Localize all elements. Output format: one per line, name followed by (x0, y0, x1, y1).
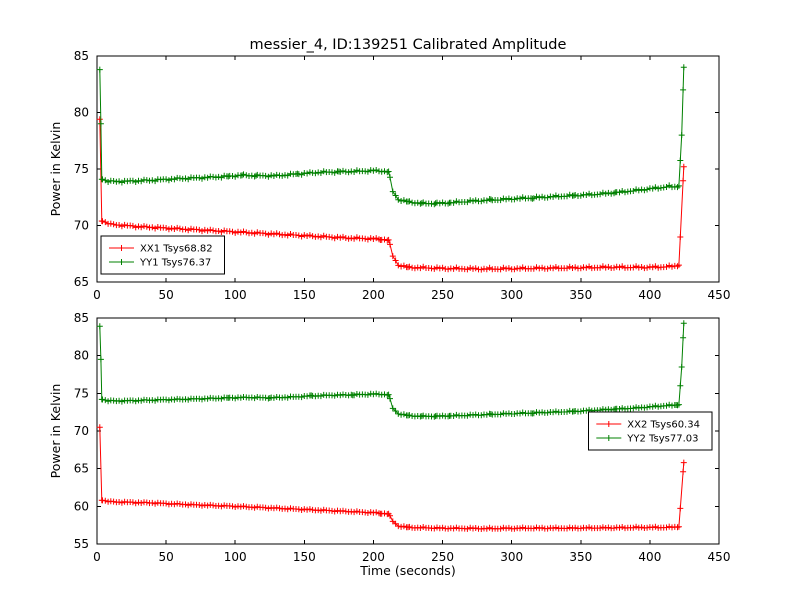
subplot-1: 0 50 100 150 200 250 300 350 400 450 65 70 75 80 85 Pow… (48, 49, 730, 302)
x-tick-label: 100 (224, 288, 247, 302)
series-markers (96, 64, 687, 208)
series-XX1 (96, 116, 687, 273)
subplot-2: 0 50 100 150 200 250 300 350 400 450 55 60 65 70 75 80 8… (48, 311, 730, 578)
series-line (99, 323, 685, 418)
legend-marker (605, 435, 612, 441)
x-tick-label: 350 (569, 550, 592, 564)
x-tick-label: 250 (431, 288, 454, 302)
y-axis-label: Power in Kelvin (48, 122, 63, 217)
series-XX2 (96, 424, 687, 532)
legend-label: YY1 Tsys76.37 (139, 258, 211, 269)
figure-title: messier_4, ID:139251 Calibrated Amplitud… (250, 37, 567, 53)
y-tick-label: 85 (74, 311, 89, 325)
x-tick-label: 100 (224, 550, 247, 564)
series-markers (96, 116, 687, 273)
y-tick-label: 75 (74, 386, 89, 400)
legend-box (587, 411, 713, 451)
x-tick-label: 150 (293, 550, 316, 564)
y-tick-label: 85 (74, 49, 89, 63)
y-tick-label: 65 (74, 275, 89, 289)
legend: XX2 Tsys60.34 YY2 Tsys77.03 (587, 411, 713, 451)
x-tick-label: 400 (638, 550, 661, 564)
x-tick-label: 300 (500, 550, 523, 564)
x-tick-label: 200 (362, 288, 385, 302)
x-tick-label: 0 (93, 288, 101, 302)
x-tick-label: 300 (500, 288, 523, 302)
x-tick-label: 200 (362, 550, 385, 564)
y-tick-label: 55 (74, 537, 89, 551)
y-axis-label: Power in Kelvin (48, 384, 63, 479)
axes-frame (96, 55, 720, 283)
x-tick-label: 50 (158, 288, 173, 302)
legend: XX1 Tsys68.82 YY1 Tsys76.37 (100, 235, 226, 275)
y-tick-label: 60 (74, 499, 89, 513)
series-YY1 (96, 64, 687, 208)
series-markers (96, 320, 687, 420)
series-markers (96, 424, 687, 532)
legend-label: XX1 Tsys68.82 (140, 244, 213, 255)
y-tick-label: 65 (74, 462, 89, 476)
legend-marker (118, 259, 125, 265)
series-line (99, 67, 685, 205)
legend-box (100, 235, 226, 275)
x-tick-label: 350 (569, 288, 592, 302)
x-tick-label: 150 (293, 288, 316, 302)
x-tick-label: 0 (93, 550, 101, 564)
series-YY2 (96, 320, 687, 420)
y-tick-label: 80 (74, 349, 89, 363)
axes-frame (96, 317, 720, 545)
x-tick-label: 50 (158, 550, 173, 564)
x-tick-label: 450 (708, 288, 731, 302)
x-tick-label: 450 (708, 550, 731, 564)
legend-marker (118, 245, 125, 251)
legend-label: YY2 Tsys77.03 (626, 434, 698, 445)
y-tick-label: 80 (74, 106, 89, 120)
x-tick-label: 400 (638, 288, 661, 302)
axes-group: 0 50 100 150 200 250 300 350 400 450 65 70 75 80 85 Pow… (48, 49, 730, 578)
x-tick-label: 250 (431, 550, 454, 564)
legend-label: XX2 Tsys60.34 (627, 420, 700, 431)
y-tick-label: 75 (74, 162, 89, 176)
y-tick-label: 70 (74, 219, 89, 233)
y-tick-label: 70 (74, 424, 89, 438)
legend-marker (605, 421, 612, 427)
x-axis-label: Time (seconds) (359, 563, 455, 578)
